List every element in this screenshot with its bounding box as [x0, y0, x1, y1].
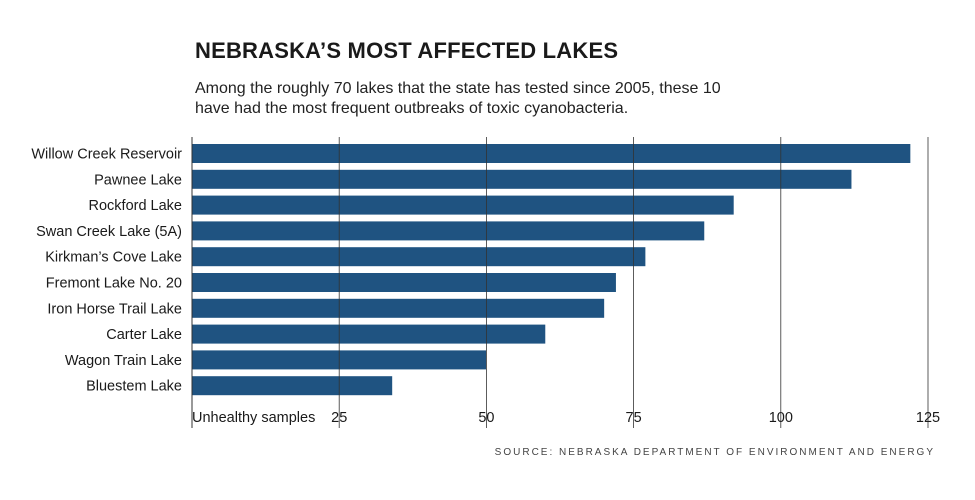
category-label: Fremont Lake No. 20 — [46, 276, 182, 292]
bar — [192, 324, 546, 344]
category-label: Rockford Lake — [89, 198, 183, 214]
bar — [192, 247, 646, 267]
tick-label: 125 — [916, 410, 940, 426]
tick-label: 100 — [769, 410, 793, 426]
chart-subtitle: Among the roughly 70 lakes that the stat… — [195, 80, 721, 117]
category-label: Wagon Train Lake — [65, 353, 182, 369]
bar — [192, 273, 616, 292]
category-label: Carter Lake — [106, 327, 182, 343]
category-label: Kirkman’s Cove Lake — [45, 250, 182, 266]
category-label: Willow Creek Reservoir — [31, 147, 182, 163]
category-labels-group: Willow Creek Reservoir Pawnee Lake Rockfor… — [31, 147, 182, 395]
tick-labels-group: 25 50 75 100 125 — [331, 410, 940, 426]
bars-group — [192, 144, 911, 396]
bar — [192, 221, 705, 241]
x-axis-label: Unhealthy samples — [192, 410, 315, 426]
category-label: Swan Creek Lake (5A) — [36, 224, 182, 240]
bar — [192, 144, 911, 163]
category-label: Iron Horse Trail Lake — [47, 301, 182, 317]
category-label: Bluestem Lake — [86, 379, 182, 395]
chart-title: NEBRASKA’S MOST AFFECTED LAKES — [195, 38, 619, 63]
tick-label: 25 — [331, 410, 347, 426]
tick-label: 50 — [478, 410, 494, 426]
bar — [192, 195, 734, 215]
gridlines-group — [191, 137, 929, 428]
tick-label: 75 — [626, 410, 642, 426]
bar-chart: Willow Creek Reservoir Pawnee Lake Rockfor… — [31, 137, 940, 428]
bar — [192, 376, 393, 396]
bar — [192, 298, 605, 318]
bar — [192, 169, 852, 189]
source-note: SOURCE: NEBRASKA DEPARTMENT OF ENVIRONME… — [494, 447, 935, 458]
category-label: Pawnee Lake — [94, 172, 182, 188]
